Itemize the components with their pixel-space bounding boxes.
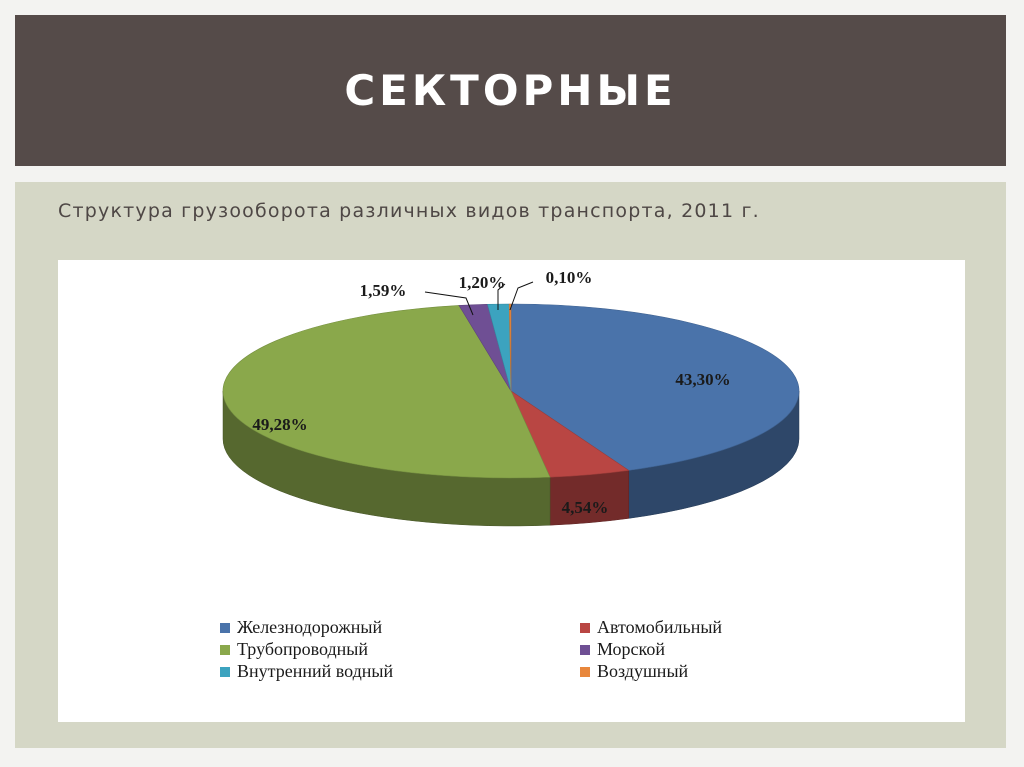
legend-label-2: Трубопроводный	[237, 639, 368, 659]
data-label-0: 43,30%	[675, 370, 730, 389]
pie-slice-5	[508, 303, 512, 392]
legend-swatch-0	[220, 623, 230, 633]
pie-slice-0	[510, 303, 800, 471]
legend-swatch-5	[580, 667, 590, 677]
leader-line-3	[424, 291, 474, 316]
data-label-1: 4,54%	[562, 498, 609, 517]
legend-swatch-4	[220, 667, 230, 677]
data-labels: 43,30% 4,54% 49,28% 1,59% 1,20% 0,10%	[252, 268, 730, 517]
pie-layer	[222, 303, 800, 527]
title-bar: СЕКТОРНЫЕ	[15, 15, 1006, 166]
slide-title: СЕКТОРНЫЕ	[344, 66, 677, 115]
leader-line-4	[497, 283, 506, 310]
chart-card: 43,30% 4,54% 49,28% 1,59% 1,20% 0,10% Железно…	[58, 260, 965, 722]
legend: Железнодорожный Автомобильный Трубопроводн…	[220, 617, 722, 681]
pie-chart: 43,30% 4,54% 49,28% 1,59% 1,20% 0,10% Железно…	[220, 268, 800, 681]
data-label-5: 0,10%	[546, 268, 593, 287]
chart-subtitle: Структура грузооборота различных видов т…	[58, 200, 760, 222]
legend-label-4: Внутренний водный	[237, 661, 393, 681]
legend-swatch-1	[580, 623, 590, 633]
legend-swatch-3	[580, 645, 590, 655]
data-label-2: 49,28%	[252, 415, 307, 434]
legend-label-3: Морской	[597, 639, 665, 659]
pie-slice-2	[222, 305, 551, 479]
legend-label-0: Железнодорожный	[237, 617, 382, 637]
legend-label-5: Воздушный	[597, 661, 689, 681]
data-label-4: 1,20%	[459, 273, 506, 292]
legend-swatch-2	[220, 645, 230, 655]
legend-label-1: Автомобильный	[597, 617, 722, 637]
leader-line-5	[509, 281, 534, 311]
data-label-3: 1,59%	[360, 281, 407, 300]
